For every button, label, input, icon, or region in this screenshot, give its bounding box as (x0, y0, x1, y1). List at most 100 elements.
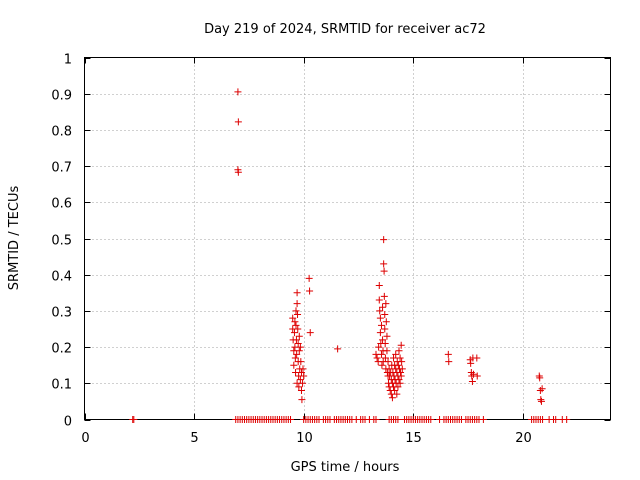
data-point (234, 168, 242, 176)
data-point (396, 379, 404, 387)
data-point (376, 329, 384, 337)
data-point (383, 332, 391, 340)
data-point (376, 314, 384, 322)
data-point (380, 260, 388, 268)
data-point (295, 332, 303, 340)
x-tick-label: 15 (405, 431, 422, 446)
y-tick-label: 0.4 (51, 270, 72, 285)
axis-ticks (84, 57, 611, 421)
data-point (292, 336, 300, 344)
data-point (536, 374, 544, 382)
data-point (394, 361, 402, 369)
data-point (373, 354, 381, 362)
data-point (295, 347, 303, 355)
data-point (289, 314, 297, 322)
data-point (382, 300, 390, 308)
data-point (305, 274, 313, 282)
data-point (306, 329, 314, 337)
data-point (299, 365, 307, 373)
data-point (538, 385, 546, 393)
data-point (382, 318, 390, 326)
data-point (293, 300, 301, 308)
data-point (383, 347, 391, 355)
data-point (391, 387, 399, 395)
y-tick-label: 0.7 (51, 161, 72, 176)
x-tick-label: 20 (515, 431, 532, 446)
data-point (381, 325, 389, 333)
plot-frame (84, 57, 611, 420)
data-point (290, 329, 298, 337)
x-tick-label: 0 (81, 431, 89, 446)
data-point (393, 390, 401, 398)
data-point (297, 387, 305, 395)
data-point (444, 350, 452, 358)
y-tick-label: 0 (64, 415, 72, 430)
grid-lines (84, 57, 611, 420)
y-tick-label: 1 (64, 53, 72, 68)
data-point (295, 383, 303, 391)
data-point (375, 282, 383, 290)
data-point (287, 416, 295, 423)
data-point (445, 358, 453, 366)
data-point (378, 361, 386, 369)
data-point (396, 354, 404, 362)
data-point (427, 416, 435, 423)
data-point (298, 396, 306, 404)
data-point (292, 321, 300, 329)
data-point (467, 359, 475, 367)
data-point (292, 307, 300, 315)
data-point (234, 88, 242, 96)
data-point (395, 347, 403, 355)
data-point (390, 354, 398, 362)
data-point (397, 341, 405, 349)
data-point (381, 311, 389, 319)
data-point (306, 287, 314, 295)
y-tick-label: 0.2 (51, 342, 72, 357)
data-point (296, 343, 304, 351)
data-point (291, 354, 299, 362)
data-point (479, 416, 487, 423)
data-point (294, 311, 302, 319)
data-point (379, 303, 387, 311)
data-point (291, 318, 299, 326)
y-tick-label: 0.8 (51, 125, 72, 140)
data-point (473, 354, 481, 362)
x-tick-label: 5 (190, 431, 198, 446)
data-point (293, 289, 301, 297)
data-point (473, 372, 481, 380)
x-tick-labels: 0 5 10 15 20 (81, 431, 531, 446)
data-point (299, 379, 307, 387)
chart-title: Day 219 of 2024, SRMTID for receiver ac7… (204, 22, 486, 37)
data-point (537, 396, 545, 404)
data-point (470, 370, 478, 378)
data-point (297, 358, 305, 366)
data-point (300, 372, 308, 380)
data-point (395, 376, 403, 384)
data-point (294, 339, 302, 347)
data-point (290, 361, 298, 369)
data-point (380, 292, 388, 300)
data-point (296, 376, 304, 384)
y-tick-label: 0.5 (51, 234, 72, 249)
data-point (234, 118, 242, 126)
y-tick-label: 0.1 (51, 378, 72, 393)
data-point (379, 336, 387, 344)
data-point (392, 350, 400, 358)
data-point (381, 354, 389, 362)
data-point (334, 345, 342, 353)
data-point (536, 387, 544, 395)
data-point (397, 368, 405, 376)
data-point (563, 416, 571, 423)
x-tick-label: 10 (296, 431, 313, 446)
data-point (377, 321, 385, 329)
data-point (372, 416, 380, 423)
data-point (537, 397, 545, 405)
data-point (381, 339, 389, 347)
data-points (129, 88, 571, 423)
data-point (385, 365, 393, 373)
data-point (375, 296, 383, 304)
data-point (375, 343, 383, 351)
y-tick-labels: 0 0.1 0.2 0.3 0.4 0.5 0.6 0.7 0.8 0.9 1 (51, 53, 72, 430)
y-axis-label: SRMTID / TECUs (7, 186, 22, 291)
